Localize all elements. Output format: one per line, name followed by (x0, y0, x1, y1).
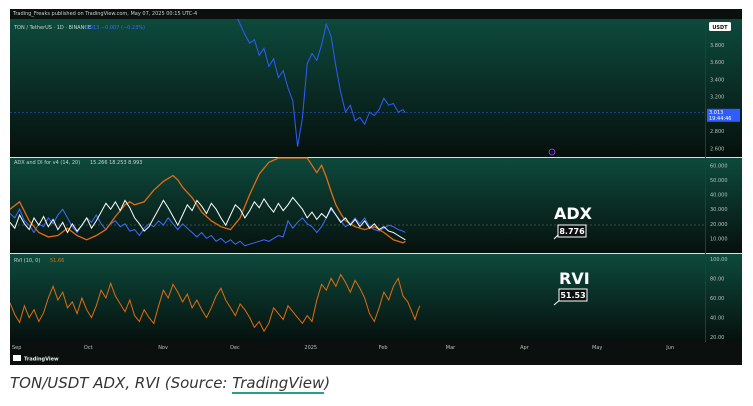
rvi-value-label: 51.53 (560, 291, 585, 300)
y-tick-label: 10.000 (710, 236, 728, 242)
rvi-legend: RVI (10, 0) (14, 258, 40, 264)
caption-prefix: TON/USDT ADX, RVI (Source: (10, 374, 233, 392)
price-panel[interactable] (10, 19, 742, 157)
currency-badge-label: USDT (712, 25, 728, 31)
price-series-line (237, 18, 406, 147)
y-tick-label: 60.000 (710, 163, 728, 169)
price-legend: TON / TetherUS · 1D · BINANCE (13, 25, 91, 31)
footer-logo-text: TradingView (24, 357, 59, 363)
x-axis-strip (10, 342, 742, 365)
y-tick-label: 3.200 (710, 95, 724, 101)
caption-source-link[interactable]: TradingView (232, 374, 325, 394)
x-tick-label: Sep (12, 345, 21, 351)
price-last-value: 3.013 (709, 110, 723, 116)
rvi-value-box (558, 288, 588, 302)
x-tick-label: Mar (446, 345, 456, 351)
y-tick-label: 2.800 (710, 129, 724, 135)
y-tick-label: 20.000 (710, 222, 728, 228)
x-tick-label: May (592, 345, 602, 351)
event-marker-icon[interactable] (548, 148, 556, 156)
y-tick-label: 100.00 (710, 257, 728, 263)
x-tick-label: Nov (158, 345, 168, 351)
adx-y-axis: 60.000 50.000 40.000 30.000 20.000 10.000 (710, 163, 728, 242)
x-tick-label: 2025 (304, 345, 317, 351)
y-tick-label: 20.00 (710, 335, 724, 341)
x-tick-label: Jun (665, 345, 674, 351)
price-last-time: 19:44:46 (709, 116, 731, 122)
currency-badge[interactable] (709, 22, 731, 31)
y-tick-label: 3.400 (710, 77, 724, 83)
y-tick-label: 40.000 (710, 193, 728, 199)
y-tick-label: 60.00 (710, 296, 724, 302)
y-tick-label: 50.000 (710, 178, 728, 184)
adx-legend-values: 15.266 18.253 8.993 (90, 160, 142, 166)
x-tick-label: Dec (230, 345, 240, 351)
y-tick-label: 80.00 (710, 276, 724, 282)
rvi-callout: RVI (559, 269, 590, 288)
adx-legend: ADX and DI for v4 (14, 20) (14, 160, 80, 166)
price-last-value-box (707, 108, 740, 122)
adx-value-label: 8.776 (559, 227, 585, 236)
rvi-line (10, 273, 421, 333)
adx-callout: ADX (554, 204, 593, 223)
price-legend-values: 3.013 −0.007 (−0.23%) (85, 25, 145, 31)
x-tick-label: Feb (379, 345, 388, 351)
y-tick-label: 3.600 (710, 60, 724, 66)
tradingview-logo-icon (13, 355, 21, 361)
y-tick-label: 40.00 (710, 316, 724, 322)
adx-value-box (557, 224, 587, 238)
y-tick-label: 3.800 (710, 43, 724, 49)
x-tick-label: Oct (84, 345, 93, 351)
y-tick-label: 2.600 (710, 146, 724, 152)
rvi-panel[interactable] (10, 254, 742, 342)
caption-suffix: ) (324, 374, 331, 392)
published-note: Trading_Freaks published on TradingView.… (12, 11, 197, 17)
y-tick-label: 30.000 (710, 207, 728, 213)
figure-caption: TON/USDT ADX, RVI (Source: TradingView) (10, 374, 331, 394)
di-minus-line (10, 157, 406, 244)
adx-line (10, 196, 406, 241)
x-axis: Sep Oct Nov Dec 2025 Feb Mar Apr May Jun (12, 345, 674, 351)
rvi-legend-values: 51.66 (50, 258, 64, 264)
chart-canvas: Trading_Freaks published on TradingView.… (10, 11, 742, 365)
adx-panel[interactable] (10, 158, 742, 253)
rvi-y-axis: 100.00 80.00 60.00 40.00 20.00 (710, 257, 728, 341)
chart-frame: Trading_Freaks published on TradingView.… (10, 9, 742, 365)
x-tick-label: Apr (520, 345, 530, 351)
